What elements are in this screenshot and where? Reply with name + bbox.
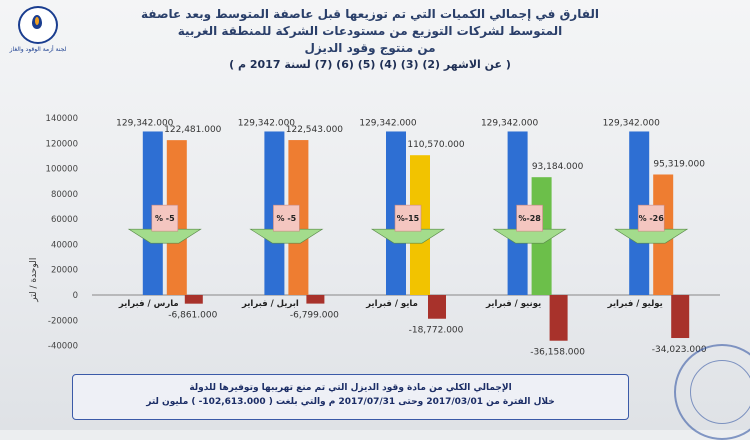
chart-title-block: الفارق في إجمالي الكميات التي تم توزيعها… [140, 6, 600, 73]
percent-badge [637, 204, 665, 232]
y-tick-label: 120000 [46, 139, 78, 149]
percent-badge [151, 204, 179, 232]
y-tick-label: -20000 [48, 316, 78, 326]
summary-line-2: خلال الفترة من 2017/03/01 وحتى 2017/07/3… [146, 397, 555, 407]
difference-value-label: -36,158.000 [530, 348, 585, 358]
category-label: مايو / فبراير [365, 299, 418, 309]
percent-badge [516, 204, 543, 232]
difference-value-label: -18,772.000 [409, 326, 464, 336]
difference-bar [306, 295, 325, 304]
base-value-label: 129,342.000 [359, 118, 417, 128]
company-logo: لجنة أزمة الوقود والغاز [6, 6, 70, 58]
category-label: يونيو / فبراير [485, 299, 541, 309]
bar-chart: -40000 -20000 0 20000 40000 60000 80000 100000 1… [29, 114, 720, 358]
difference-value-label: -34,023.000 [652, 345, 707, 355]
month-value-label: 122,481.000 [164, 125, 222, 135]
category-label: مارس / فبراير [118, 299, 179, 309]
difference-value-label: -6,799.000 [290, 311, 339, 321]
logo-caption: لجنة أزمة الوقود والغاز [9, 46, 67, 53]
base-value-label: 129,342.000 [481, 118, 539, 128]
percent-label: % -26 [639, 214, 665, 223]
y-tick-label: 80000 [51, 190, 78, 200]
percent-label: %-28 [518, 214, 541, 223]
base-value-label: 129,342.000 [238, 118, 296, 128]
y-axis-label: الوحدة / لتر [29, 258, 39, 303]
month-value-label: 110,570.000 [407, 140, 465, 150]
y-tick-label: 40000 [51, 240, 78, 250]
base-value-label: 129,342.000 [603, 118, 661, 128]
month-value-label: 95,319.000 [653, 159, 705, 169]
title-line-2: المتوسط لشركات التوزيع من مستودعات الشرك… [177, 24, 563, 38]
summary-box: الإجمالي الكلي من مادة وقود الديزل التي … [72, 374, 629, 420]
title-line-1: الفارق في إجمالي الكميات التي تم توزيعها… [141, 7, 599, 21]
y-tick-label: 20000 [51, 266, 78, 276]
percent-label: % -5 [277, 214, 297, 223]
percent-badge [394, 204, 422, 232]
month-value-label: 93,184.000 [532, 162, 584, 172]
month-value-label: 122,543.000 [286, 125, 344, 135]
percent-label: %-15 [397, 214, 420, 223]
category-label: ابريل / فبراير [241, 299, 299, 309]
y-tick-label: -40000 [48, 342, 78, 352]
percent-badge [273, 204, 300, 232]
title-line-3: من منتوج وقود الديزل [304, 41, 436, 55]
difference-bar [549, 295, 568, 341]
difference-bar [184, 295, 203, 304]
title-line-4: ( عن الاشهر (2) (3) (4) (5) (6) (7) لسنة… [229, 58, 511, 71]
y-tick-label: 100000 [46, 165, 78, 175]
fuel-drop-icon [18, 6, 58, 44]
difference-bar [428, 295, 446, 319]
y-tick-label: 60000 [51, 215, 78, 225]
summary-line-1: الإجمالي الكلي من مادة وقود الديزل التي … [189, 383, 512, 393]
category-label: يوليو / فبراير [607, 299, 663, 309]
y-tick-label: 140000 [46, 114, 78, 124]
y-tick-label: 0 [73, 291, 78, 301]
difference-value-label: -6,861.000 [168, 311, 217, 321]
base-value-label: 129,342.000 [116, 118, 174, 128]
difference-bar [671, 295, 690, 339]
percent-label: % -5 [155, 214, 175, 223]
